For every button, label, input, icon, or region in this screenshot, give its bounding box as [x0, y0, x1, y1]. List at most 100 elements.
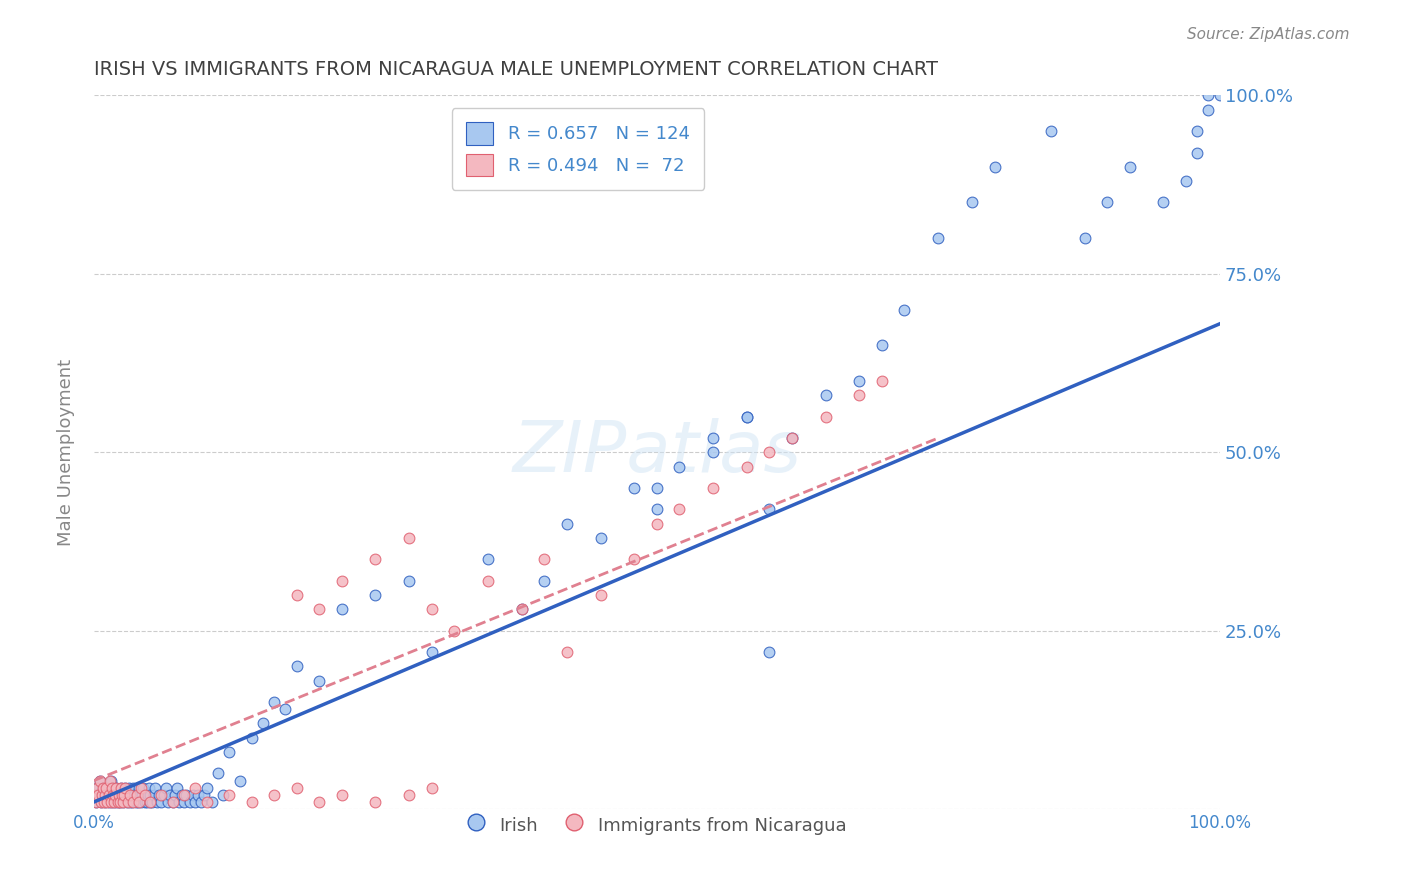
Point	[122, 795, 145, 809]
Point	[645, 481, 668, 495]
Point	[115, 795, 138, 809]
Point	[274, 702, 297, 716]
Point	[240, 731, 263, 745]
Point	[162, 795, 184, 809]
Point	[1118, 160, 1140, 174]
Point	[134, 795, 156, 809]
Point	[170, 788, 193, 802]
Point	[118, 780, 141, 795]
Point	[668, 502, 690, 516]
Point	[252, 716, 274, 731]
Point	[201, 795, 224, 809]
Point	[111, 788, 134, 802]
Point	[107, 795, 129, 809]
Point	[84, 788, 107, 802]
Point	[84, 795, 107, 809]
Point	[162, 795, 184, 809]
Point	[364, 552, 387, 566]
Point	[1152, 195, 1174, 210]
Point	[893, 302, 915, 317]
Point	[112, 795, 135, 809]
Point	[780, 431, 803, 445]
Point	[420, 645, 443, 659]
Point	[141, 795, 163, 809]
Point	[146, 795, 169, 809]
Point	[814, 409, 837, 424]
Point	[134, 788, 156, 802]
Point	[120, 788, 142, 802]
Point	[104, 788, 127, 802]
Point	[814, 388, 837, 402]
Point	[100, 795, 122, 809]
Point	[96, 795, 118, 809]
Point	[108, 795, 131, 809]
Point	[398, 788, 420, 802]
Point	[84, 788, 107, 802]
Point	[112, 788, 135, 802]
Point	[86, 780, 108, 795]
Point	[555, 516, 578, 531]
Point	[101, 795, 124, 809]
Point	[1209, 88, 1232, 103]
Point	[398, 531, 420, 545]
Point	[1073, 231, 1095, 245]
Point	[443, 624, 465, 638]
Point	[870, 374, 893, 388]
Point	[107, 788, 129, 802]
Point	[132, 780, 155, 795]
Point	[870, 338, 893, 352]
Point	[148, 788, 170, 802]
Point	[207, 766, 229, 780]
Point	[139, 795, 162, 809]
Point	[110, 780, 132, 795]
Point	[101, 780, 124, 795]
Point	[129, 780, 152, 795]
Legend: Irish, Immigrants from Nicaragua: Irish, Immigrants from Nicaragua	[460, 806, 853, 843]
Point	[90, 795, 112, 809]
Point	[142, 788, 165, 802]
Point	[118, 788, 141, 802]
Text: ZIPatlas: ZIPatlas	[512, 417, 801, 487]
Point	[97, 788, 120, 802]
Point	[96, 780, 118, 795]
Point	[533, 574, 555, 588]
Point	[1185, 145, 1208, 160]
Point	[139, 788, 162, 802]
Point	[1039, 124, 1062, 138]
Point	[190, 795, 212, 809]
Point	[195, 780, 218, 795]
Point	[86, 788, 108, 802]
Point	[218, 745, 240, 759]
Point	[121, 795, 143, 809]
Point	[150, 788, 173, 802]
Point	[193, 788, 215, 802]
Point	[91, 780, 114, 795]
Point	[111, 788, 134, 802]
Point	[240, 795, 263, 809]
Point	[174, 788, 197, 802]
Point	[107, 795, 129, 809]
Point	[308, 602, 330, 616]
Point	[645, 516, 668, 531]
Point	[117, 795, 139, 809]
Point	[668, 459, 690, 474]
Point	[1185, 124, 1208, 138]
Point	[533, 552, 555, 566]
Point	[330, 602, 353, 616]
Point	[138, 780, 160, 795]
Point	[212, 788, 235, 802]
Point	[110, 780, 132, 795]
Point	[983, 160, 1005, 174]
Point	[173, 795, 195, 809]
Point	[263, 695, 285, 709]
Point	[848, 388, 870, 402]
Point	[136, 788, 159, 802]
Point	[107, 788, 129, 802]
Point	[186, 788, 208, 802]
Point	[93, 795, 115, 809]
Point	[589, 531, 612, 545]
Point	[218, 788, 240, 802]
Point	[98, 773, 121, 788]
Point	[848, 374, 870, 388]
Point	[163, 788, 186, 802]
